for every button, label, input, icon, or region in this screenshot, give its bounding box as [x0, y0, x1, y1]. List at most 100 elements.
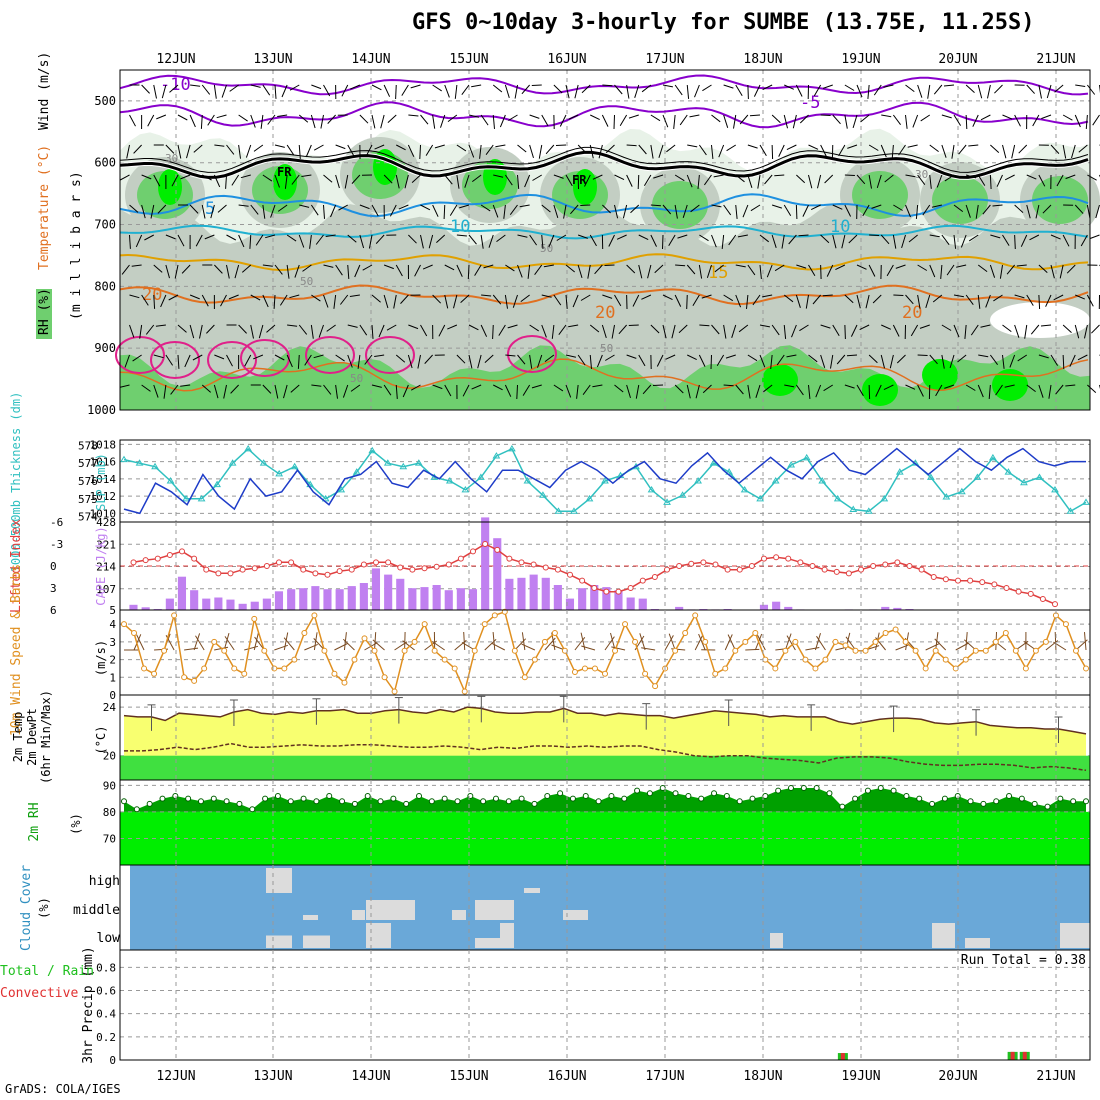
wind-barb	[1074, 324, 1080, 339]
cloud-bar	[1060, 923, 1090, 948]
wind-barb	[420, 204, 431, 211]
slp-axis-label: SLP (mb)	[94, 453, 108, 511]
wind-barb	[698, 354, 706, 367]
top-date-label: 21JUN	[1036, 52, 1075, 67]
precip-convective-bar	[1022, 1051, 1027, 1060]
rh-point	[582, 792, 589, 799]
wind-barb	[1062, 324, 1072, 333]
lifted-index-tick-label: -3	[50, 538, 63, 551]
wind-barb	[326, 324, 336, 332]
wind-barb	[880, 354, 885, 369]
lifted-index-line-point	[421, 565, 428, 572]
wind-barb	[728, 234, 737, 246]
wind-barb	[228, 294, 239, 300]
wind-barb	[1018, 144, 1028, 154]
wind-barb	[838, 144, 846, 157]
wind-barb	[783, 114, 788, 129]
precip-convective-bar	[1010, 1051, 1015, 1060]
wind-barb	[968, 144, 979, 147]
pressure-tick-label: 700	[94, 218, 116, 232]
wind-barb	[883, 84, 894, 88]
wind-barb	[220, 294, 227, 307]
wind-barb	[231, 174, 240, 186]
wind-barb	[695, 384, 700, 399]
wind-speed-line-point	[311, 612, 318, 619]
wind-barb	[274, 354, 285, 361]
wind-barb	[766, 264, 773, 278]
wind-barb	[323, 264, 334, 268]
wind-barb	[662, 324, 667, 339]
cape-bar	[202, 598, 211, 610]
thickness-line-point	[709, 459, 718, 466]
wind-barb	[1002, 234, 1010, 246]
cape-tick-label: 5	[109, 604, 116, 617]
wind-barb	[868, 174, 872, 189]
wind-barb	[886, 264, 894, 277]
wind-barb	[304, 354, 312, 366]
wind-barb	[456, 264, 463, 277]
wind-speed-line-point	[581, 665, 588, 672]
wind-barb	[289, 294, 300, 299]
wind-barb	[281, 84, 288, 98]
wind-barb	[771, 114, 781, 124]
wind-barb	[449, 204, 458, 216]
wind-barb	[682, 204, 688, 218]
thickness-axis-label: 1000-500mb Thickness (dm)	[9, 392, 23, 573]
wind-barb	[255, 234, 264, 246]
wind-barb	[577, 264, 583, 279]
wind-barb	[1002, 324, 1012, 333]
wind-barb	[213, 174, 221, 188]
wind-barb	[820, 144, 827, 157]
rh-point	[762, 792, 769, 799]
rh-point	[775, 787, 782, 794]
wind-barb	[1050, 144, 1060, 154]
wind-barb	[453, 294, 458, 309]
cape-bar	[359, 583, 368, 610]
surface-wind-barb	[193, 633, 201, 651]
wind-barb	[1014, 204, 1024, 213]
wind-barb	[755, 384, 761, 398]
wind-barb	[201, 84, 211, 95]
wind-barb	[290, 384, 300, 393]
wind-barb	[347, 324, 358, 328]
wind-barb	[298, 144, 301, 159]
wind-barb	[810, 204, 821, 211]
rh-blob-bright	[573, 169, 597, 205]
pressure-axis-label: (m i l l i b a r s)	[69, 171, 84, 320]
wind-barb	[189, 114, 196, 128]
rh-point	[634, 787, 641, 794]
wind-barb	[753, 84, 761, 97]
wind-speed-line-point	[952, 665, 959, 672]
wind-barb	[844, 84, 855, 91]
wind-barb	[1069, 354, 1076, 367]
cape-bar	[323, 589, 332, 610]
temp-tick-label: 24	[103, 701, 117, 714]
wind-barb	[468, 234, 477, 245]
wind-speed-line-point	[692, 612, 699, 619]
wind-barb	[698, 264, 703, 279]
thickness-line-point	[585, 494, 594, 502]
wind-barb	[202, 174, 212, 181]
wind-barb	[443, 204, 446, 220]
wind-barb	[701, 294, 712, 299]
wind-speed-line-point	[732, 647, 739, 654]
surface-wind-barb	[698, 633, 706, 651]
run-total-label: Run Total = 0.38	[961, 953, 1086, 968]
wind-speed-line-point	[712, 670, 719, 677]
wind-barb	[941, 114, 952, 119]
wind-barb	[759, 264, 762, 279]
wind-barb	[529, 234, 538, 246]
wind-barb	[1026, 84, 1035, 94]
wind-barb	[347, 234, 357, 243]
wind-barb	[985, 294, 991, 308]
wind-barb	[462, 384, 470, 397]
lifted-index-line-point	[930, 574, 937, 580]
wind-barb	[359, 234, 365, 249]
wind-barb	[383, 174, 393, 184]
thickness-line-point	[771, 477, 780, 484]
wind-barb	[284, 174, 288, 189]
wind-barb	[716, 354, 725, 366]
thickness-line-point	[880, 494, 889, 502]
wind-barb	[723, 204, 732, 216]
